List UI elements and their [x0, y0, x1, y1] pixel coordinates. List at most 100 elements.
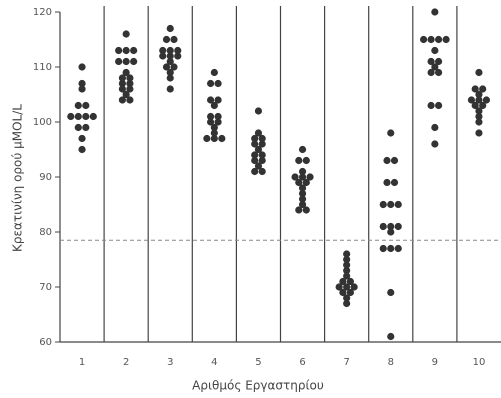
dot	[387, 200, 395, 209]
dot	[482, 96, 491, 104]
dot	[343, 250, 351, 258]
dot	[298, 200, 307, 209]
dot	[118, 79, 126, 88]
x-tick-label: 7	[343, 357, 349, 368]
dot	[78, 134, 86, 143]
dot	[479, 85, 487, 93]
y-axis-title: Κρεατινίνη ορού μMOL/L	[11, 104, 25, 252]
dot	[387, 332, 395, 341]
dot	[130, 57, 138, 66]
dot	[335, 283, 343, 291]
dot	[435, 101, 443, 110]
dot	[298, 195, 307, 203]
dot	[435, 68, 443, 77]
dot	[420, 35, 428, 44]
dot	[170, 35, 178, 44]
dot	[427, 68, 435, 77]
dot	[203, 134, 211, 143]
dot	[295, 156, 303, 165]
dot	[435, 57, 443, 66]
dot	[254, 145, 263, 154]
dot	[475, 96, 483, 104]
dot	[291, 173, 299, 181]
dot	[82, 112, 90, 121]
dot	[302, 156, 310, 165]
dot	[210, 101, 218, 110]
dot	[427, 101, 435, 110]
dot	[210, 134, 218, 143]
dot	[258, 134, 266, 143]
dot	[251, 156, 259, 165]
dot	[387, 228, 395, 236]
dot	[379, 200, 387, 209]
dot	[122, 68, 130, 77]
dot	[214, 79, 222, 88]
dot	[118, 96, 126, 104]
dot	[251, 167, 259, 176]
dot	[122, 90, 130, 99]
x-tick-label: 10	[473, 357, 486, 368]
dot	[207, 112, 215, 121]
dot	[251, 151, 259, 159]
dot	[475, 107, 483, 115]
x-axis-title: Αριθμός Εργαστηρίου	[192, 379, 324, 393]
dot	[302, 178, 310, 187]
x-tick-label: 9	[432, 357, 438, 368]
dot	[254, 107, 263, 115]
dot	[475, 129, 483, 137]
dot	[394, 200, 402, 209]
dot	[387, 288, 395, 297]
dot	[258, 151, 266, 159]
dot	[343, 255, 351, 264]
dot	[339, 277, 347, 286]
dot	[251, 134, 259, 143]
x-tick-label: 4	[211, 357, 217, 368]
dot	[442, 35, 450, 44]
dot	[302, 206, 310, 214]
dot	[298, 173, 307, 181]
dot	[126, 79, 134, 88]
dot	[306, 173, 314, 181]
dot	[346, 288, 354, 297]
dot	[394, 244, 402, 253]
dot	[207, 79, 215, 88]
dot	[258, 140, 266, 148]
dot	[475, 112, 483, 121]
dot	[170, 63, 178, 71]
dot	[471, 85, 479, 93]
dot	[387, 222, 395, 231]
y-tick-label: 60	[39, 337, 52, 348]
dot	[210, 129, 218, 137]
dot	[78, 145, 86, 154]
x-tick-label: 1	[79, 357, 85, 368]
dot	[74, 101, 82, 110]
dot	[122, 57, 130, 66]
dot	[394, 222, 402, 231]
dot	[254, 129, 263, 137]
x-tick-label: 5	[255, 357, 261, 368]
dot	[471, 101, 479, 110]
dot	[343, 261, 351, 269]
dot	[379, 244, 387, 253]
dot	[343, 266, 351, 275]
dot	[298, 167, 307, 176]
dot	[82, 101, 90, 110]
dot	[82, 123, 90, 132]
dot	[166, 85, 174, 93]
dot	[379, 222, 387, 231]
dot	[78, 85, 86, 93]
dot	[251, 140, 259, 148]
dot	[162, 35, 171, 44]
dot	[67, 112, 75, 121]
dot	[343, 283, 351, 291]
dot	[475, 118, 483, 126]
y-tick-label: 80	[39, 227, 52, 238]
dot	[254, 162, 263, 170]
dot	[427, 35, 435, 44]
dot	[298, 184, 307, 192]
dot	[295, 206, 303, 214]
dot	[74, 123, 82, 132]
dot	[78, 79, 86, 88]
dot	[166, 24, 174, 33]
dot	[383, 156, 391, 165]
